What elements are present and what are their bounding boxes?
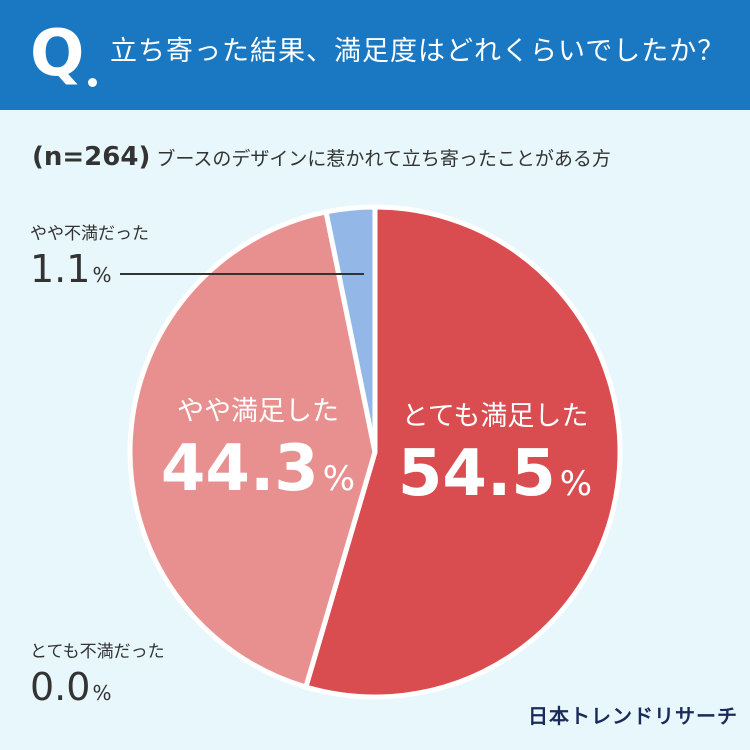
slice-somewhat-satisfied bbox=[127, 209, 378, 690]
slice-somewhat-unsatisfied bbox=[323, 204, 378, 455]
label-very-satisfied-value: 54.5 bbox=[397, 437, 556, 511]
label-very-unsatisfied-unit: % bbox=[92, 681, 112, 705]
label-very-satisfied: とても満足した 54.5% bbox=[385, 398, 605, 512]
question-header: Q 立ち寄った結果、満足度はどれくらいでしたか？ bbox=[0, 0, 750, 110]
q-mark: Q bbox=[30, 17, 85, 91]
label-very-unsatisfied-value: 0.0 bbox=[30, 665, 91, 709]
sample-note: (n=264) ブースのデザインに惹かれて立ち寄ったことがある方 bbox=[32, 142, 611, 172]
sample-size: (n=264) bbox=[32, 142, 151, 172]
label-very-satisfied-unit: % bbox=[559, 464, 593, 504]
label-somewhat-unsatisfied-name: やや不満だった bbox=[30, 224, 149, 244]
respondent-description: ブースのデザインに惹かれて立ち寄ったことがある方 bbox=[156, 148, 611, 170]
label-very-unsatisfied: とても不満だった 0.0% bbox=[30, 640, 165, 710]
label-very-unsatisfied-name: とても不満だった bbox=[30, 642, 165, 662]
label-somewhat-unsatisfied: やや不満だった 1.1% bbox=[30, 222, 149, 292]
slice-very-satisfied bbox=[303, 204, 623, 700]
label-somewhat-satisfied-name: やや満足した bbox=[177, 396, 339, 427]
label-somewhat-satisfied-unit: % bbox=[322, 459, 356, 499]
label-very-satisfied-name: とても満足した bbox=[401, 401, 589, 432]
label-somewhat-unsatisfied-value: 1.1 bbox=[30, 247, 91, 291]
label-somewhat-satisfied: やや満足した 44.3% bbox=[158, 393, 358, 507]
label-somewhat-satisfied-value: 44.3 bbox=[160, 432, 319, 506]
label-somewhat-unsatisfied-unit: % bbox=[92, 263, 112, 287]
question-text: 立ち寄った結果、満足度はどれくらいでしたか？ bbox=[110, 36, 726, 67]
q-dot bbox=[88, 78, 97, 87]
pie-slices bbox=[127, 204, 623, 700]
brand-logo: 日本トレンドリサーチ bbox=[528, 704, 738, 728]
